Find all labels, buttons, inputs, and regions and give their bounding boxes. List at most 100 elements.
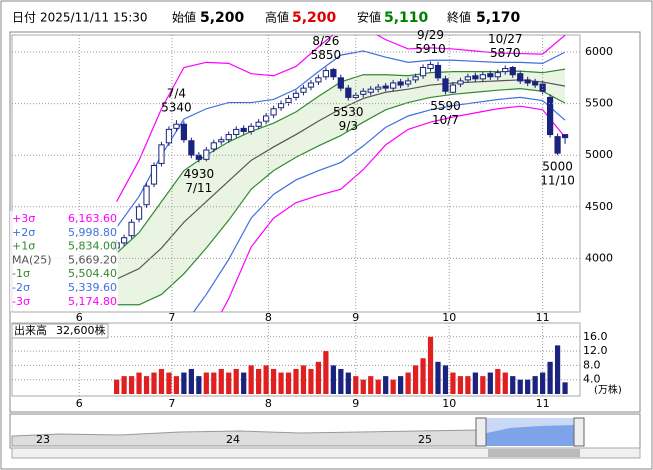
- header-value: 5,200: [292, 10, 337, 26]
- candle-body: [315, 77, 322, 83]
- volume-bar: [166, 372, 172, 394]
- volume-bar: [517, 379, 523, 394]
- volume-bar: [233, 368, 239, 394]
- x-tick-label: 8: [265, 311, 272, 324]
- annotation-value: 5910: [415, 42, 446, 56]
- scrollbar[interactable]: [11, 447, 641, 459]
- volume-bar: [256, 368, 262, 394]
- header-value: 2025/11/11 15:30: [40, 11, 148, 25]
- candle-body: [487, 73, 494, 78]
- candle-body: [382, 85, 389, 89]
- volume-bar: [390, 379, 396, 394]
- header-label: 高値: [265, 10, 289, 25]
- candle-body: [262, 115, 270, 122]
- legend-value: 5,504.40: [68, 267, 117, 280]
- band-line: [116, 79, 566, 280]
- volume-bar: [547, 361, 553, 394]
- candle-body: [210, 142, 217, 150]
- annotation-value: 5530: [333, 105, 364, 119]
- volume-bar: [211, 372, 217, 394]
- annotation-date: 11/10: [540, 174, 575, 188]
- volume-bar: [158, 368, 165, 394]
- navigator-handle-right[interactable]: [573, 417, 585, 447]
- x-tick-label: 10: [442, 397, 456, 410]
- volume-bar: [487, 372, 493, 394]
- candle-body: [390, 82, 397, 89]
- volume-bar: [173, 376, 180, 394]
- annotation-value: 5850: [311, 48, 342, 62]
- y-tick-label: 5000: [585, 148, 613, 161]
- volume-bar: [315, 361, 322, 394]
- legend-name: -1σ: [12, 267, 30, 280]
- band-line: [116, 88, 566, 306]
- y-tick-label: 4.0: [583, 373, 601, 386]
- navigator: 23 24 25: [9, 413, 641, 459]
- legend-name: MA(25): [12, 253, 52, 266]
- candle-body: [150, 165, 158, 185]
- volume-bar: [405, 372, 411, 394]
- band-line: [116, 50, 566, 228]
- candle-body: [502, 68, 509, 73]
- volume-bar: [368, 376, 374, 394]
- navigator-label: 23: [36, 433, 50, 446]
- candle-body: [188, 140, 195, 156]
- volume-bar: [143, 376, 150, 394]
- candle-body: [457, 80, 464, 85]
- volume-title: 出来高: [14, 323, 47, 337]
- candle-body: [412, 76, 419, 81]
- legend-value: 5,998.80: [68, 226, 117, 239]
- candle-body: [449, 84, 457, 93]
- y-tick-label: 6000: [585, 45, 613, 58]
- candle-body: [203, 149, 210, 160]
- annotation-date: 7/4: [167, 87, 186, 101]
- volume-bar: [398, 376, 404, 394]
- volume-bar: [442, 365, 449, 394]
- volume-bar: [270, 368, 277, 394]
- candle-body: [180, 123, 188, 141]
- candle-body: [360, 90, 367, 95]
- candle-body: [546, 96, 554, 136]
- candle-body: [143, 185, 150, 206]
- header-label: 安値: [357, 10, 381, 25]
- volume-bar: [457, 376, 464, 394]
- volume-bar: [525, 379, 531, 394]
- candle-body: [292, 92, 300, 98]
- candle-body: [509, 66, 516, 76]
- volume-bar: [293, 368, 299, 394]
- annotation-value: 5000: [542, 160, 573, 174]
- volume-bar: [188, 368, 194, 394]
- volume-bar: [480, 376, 486, 394]
- volume-bar: [383, 376, 389, 394]
- volume-bar: [278, 372, 284, 394]
- candle-body: [158, 144, 165, 164]
- candle-body: [330, 69, 337, 78]
- volume-bar: [360, 379, 366, 394]
- candle-body: [225, 134, 232, 141]
- volume-bar: [472, 372, 478, 394]
- candle-body: [173, 123, 180, 129]
- candle-body: [494, 72, 501, 78]
- volume-bar: [114, 379, 120, 394]
- candle-body: [554, 136, 561, 154]
- volume-bar: [308, 368, 314, 394]
- scrollbar-thumb[interactable]: [488, 449, 580, 457]
- volume-bar: [465, 376, 471, 394]
- x-tick-label: 11: [536, 397, 550, 410]
- legend-name: -3σ: [12, 295, 30, 308]
- candle-body: [375, 86, 382, 90]
- candle-body: [128, 221, 135, 237]
- legend-box: [10, 211, 118, 311]
- candle-body: [561, 134, 569, 139]
- header-label: 終値: [447, 10, 471, 25]
- candle-body: [255, 121, 262, 127]
- navigator-handle-left[interactable]: [475, 417, 487, 447]
- annotation-value: 5870: [490, 46, 521, 60]
- annotation-date: 10/27: [488, 32, 523, 46]
- volume-bar: [502, 372, 508, 394]
- navigator-area-selected: [482, 425, 574, 446]
- x-tick-label: 7: [168, 311, 175, 324]
- header-value: 5,110: [384, 10, 429, 26]
- x-tick-label: 7: [168, 397, 175, 410]
- volume-bar: [427, 336, 434, 394]
